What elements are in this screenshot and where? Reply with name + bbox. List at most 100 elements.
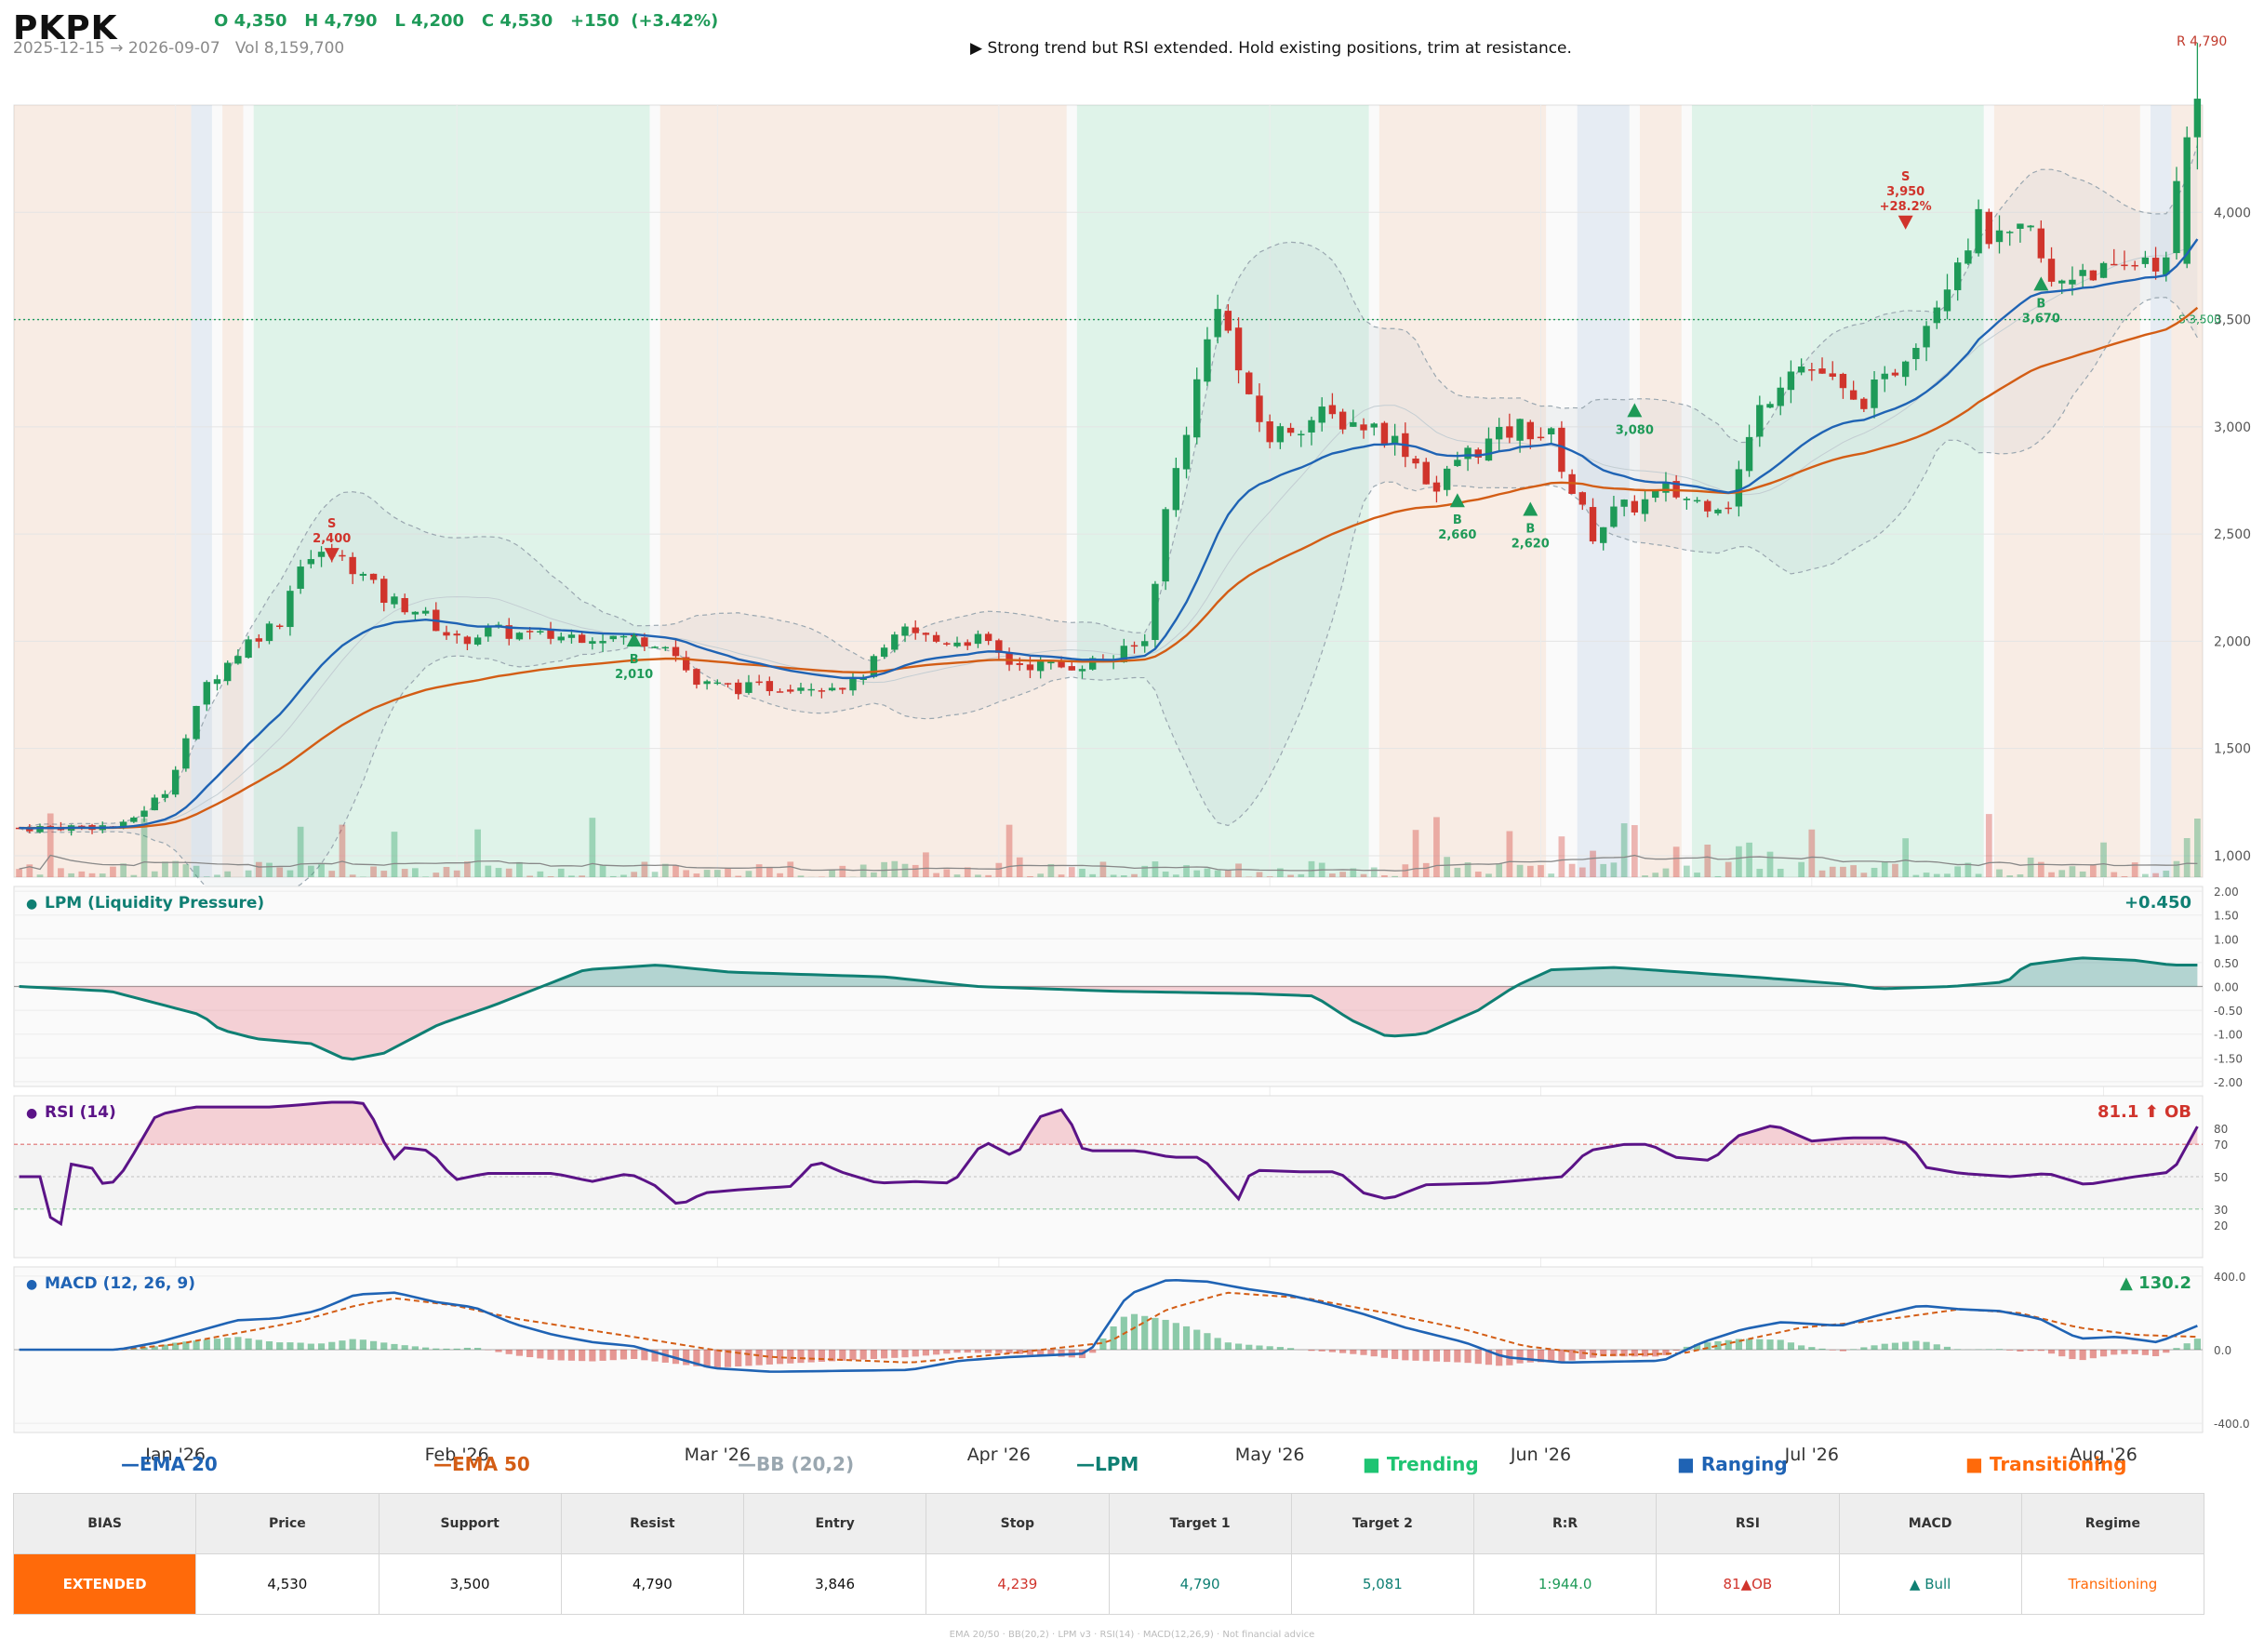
volume-bar bbox=[2027, 857, 2034, 877]
macd-histogram-bar bbox=[1485, 1350, 1493, 1366]
legend-lpm-label: LPM bbox=[1095, 1453, 1139, 1475]
signal-label: 2,400 bbox=[313, 532, 351, 546]
summary-table: BIAS Price Support Resist Entry Stop Tar… bbox=[12, 1493, 2205, 1615]
rsi-overbought-fill bbox=[19, 1101, 2198, 1145]
candle-body bbox=[1725, 507, 1732, 510]
volume-bar bbox=[703, 870, 711, 877]
macd-histogram-bar bbox=[985, 1350, 992, 1353]
macd-histogram-bar bbox=[213, 1339, 221, 1350]
macd-line bbox=[19, 1278, 2198, 1373]
rsi-line bbox=[19, 1100, 2199, 1227]
volume-bar bbox=[2100, 842, 2107, 877]
candle-body bbox=[1871, 380, 1878, 408]
volume-bar bbox=[297, 826, 304, 877]
candle-body bbox=[2006, 232, 2014, 233]
volume-bar bbox=[651, 872, 659, 877]
volume-bar bbox=[380, 871, 388, 877]
candle-body bbox=[567, 634, 576, 638]
volume-bar bbox=[2006, 875, 2014, 877]
x-tick-label: Feb '26 bbox=[425, 1445, 489, 1465]
macd-histogram-bar bbox=[1276, 1347, 1284, 1350]
candle-body bbox=[1286, 427, 1295, 433]
volume-bar bbox=[2173, 860, 2180, 877]
macd-histogram-bar bbox=[286, 1342, 294, 1350]
macd-histogram-bar bbox=[1620, 1350, 1628, 1357]
macd-histogram-bar bbox=[317, 1343, 326, 1350]
volume-bar bbox=[745, 871, 752, 877]
macd-histogram-bar bbox=[995, 1350, 1003, 1353]
candle-body bbox=[1005, 652, 1013, 665]
macd-histogram-bar bbox=[797, 1350, 805, 1364]
macd-histogram-bar bbox=[599, 1350, 606, 1361]
volume-bar bbox=[266, 862, 273, 877]
candle-body bbox=[78, 825, 86, 828]
macd-histogram-bar bbox=[881, 1350, 888, 1359]
candle-body bbox=[766, 681, 774, 692]
buy-signal-marker bbox=[1449, 493, 1465, 508]
lpm-tick-label: -1.00 bbox=[2214, 1029, 2243, 1042]
candle-body bbox=[1943, 289, 1951, 312]
macd-histogram-bar bbox=[505, 1350, 513, 1354]
candle-body bbox=[953, 642, 961, 646]
candle-body bbox=[1078, 669, 1086, 672]
volume-bar bbox=[193, 865, 200, 877]
macd-histogram-bar bbox=[2163, 1350, 2170, 1353]
candle-body bbox=[578, 634, 586, 644]
candle-body bbox=[745, 682, 752, 693]
candle-body bbox=[2058, 280, 2066, 284]
volume-bar bbox=[245, 870, 252, 877]
macd-histogram-bar bbox=[1047, 1350, 1055, 1356]
candle-body bbox=[1849, 390, 1858, 400]
volume-bar bbox=[1370, 867, 1378, 877]
macd-histogram-bar bbox=[1089, 1350, 1097, 1353]
candle-body bbox=[2079, 270, 2086, 276]
candle-body bbox=[619, 635, 628, 638]
volume-bar bbox=[1840, 866, 1846, 877]
volume-bar bbox=[58, 868, 64, 877]
volume-bar bbox=[1058, 874, 1065, 877]
candle-body bbox=[703, 681, 711, 685]
candle-body bbox=[1474, 449, 1482, 458]
volume-bar bbox=[2142, 873, 2149, 877]
volume-bar bbox=[2017, 874, 2024, 877]
volume-bar bbox=[110, 866, 116, 877]
summary-value-macd: ▲ Bull bbox=[1838, 1553, 2022, 1615]
candle-body bbox=[1016, 663, 1023, 665]
signal-label: +28.2% bbox=[1880, 200, 1932, 214]
volume-bar bbox=[1152, 861, 1159, 877]
macd-histogram-bar bbox=[1777, 1339, 1784, 1350]
volume-bar bbox=[1047, 863, 1055, 877]
macd-histogram-bar bbox=[463, 1347, 471, 1350]
volume-bar bbox=[203, 876, 210, 877]
volume-bar bbox=[1600, 863, 1607, 877]
volume-bar bbox=[713, 870, 721, 877]
volume-bar bbox=[286, 870, 294, 877]
volume-bar bbox=[26, 864, 33, 877]
macd-histogram-bar bbox=[1537, 1350, 1545, 1363]
macd-histogram-bar bbox=[401, 1345, 408, 1350]
volume-bar bbox=[36, 874, 44, 877]
candle-body bbox=[443, 632, 450, 636]
macd-histogram-bar bbox=[391, 1343, 398, 1350]
volume-bar bbox=[1548, 873, 1555, 877]
volume-bar bbox=[1099, 861, 1107, 877]
macd-histogram-bar bbox=[619, 1350, 628, 1360]
sell-signal-marker bbox=[1898, 215, 1913, 230]
price-tick-label: 3,000 bbox=[2214, 420, 2251, 435]
macd-histogram-bar bbox=[1871, 1345, 1878, 1350]
macd-histogram-bar bbox=[2006, 1350, 2014, 1351]
volume-bar bbox=[661, 863, 669, 877]
signal-label: B bbox=[630, 653, 639, 667]
volume-bar bbox=[2163, 871, 2170, 877]
volume-bar bbox=[547, 876, 554, 877]
candle-body bbox=[515, 633, 524, 640]
volume-bar bbox=[1996, 869, 2003, 877]
volume-bar bbox=[901, 863, 909, 877]
macd-histogram-bar bbox=[589, 1350, 596, 1362]
macd-histogram-bar bbox=[422, 1347, 430, 1350]
candle-body bbox=[224, 662, 232, 682]
macd-histogram-bar bbox=[933, 1350, 940, 1355]
macd-title: MACD (12, 26, 9) bbox=[45, 1274, 195, 1293]
candle-body bbox=[1234, 327, 1243, 371]
macd-histogram-bar bbox=[1714, 1340, 1722, 1350]
